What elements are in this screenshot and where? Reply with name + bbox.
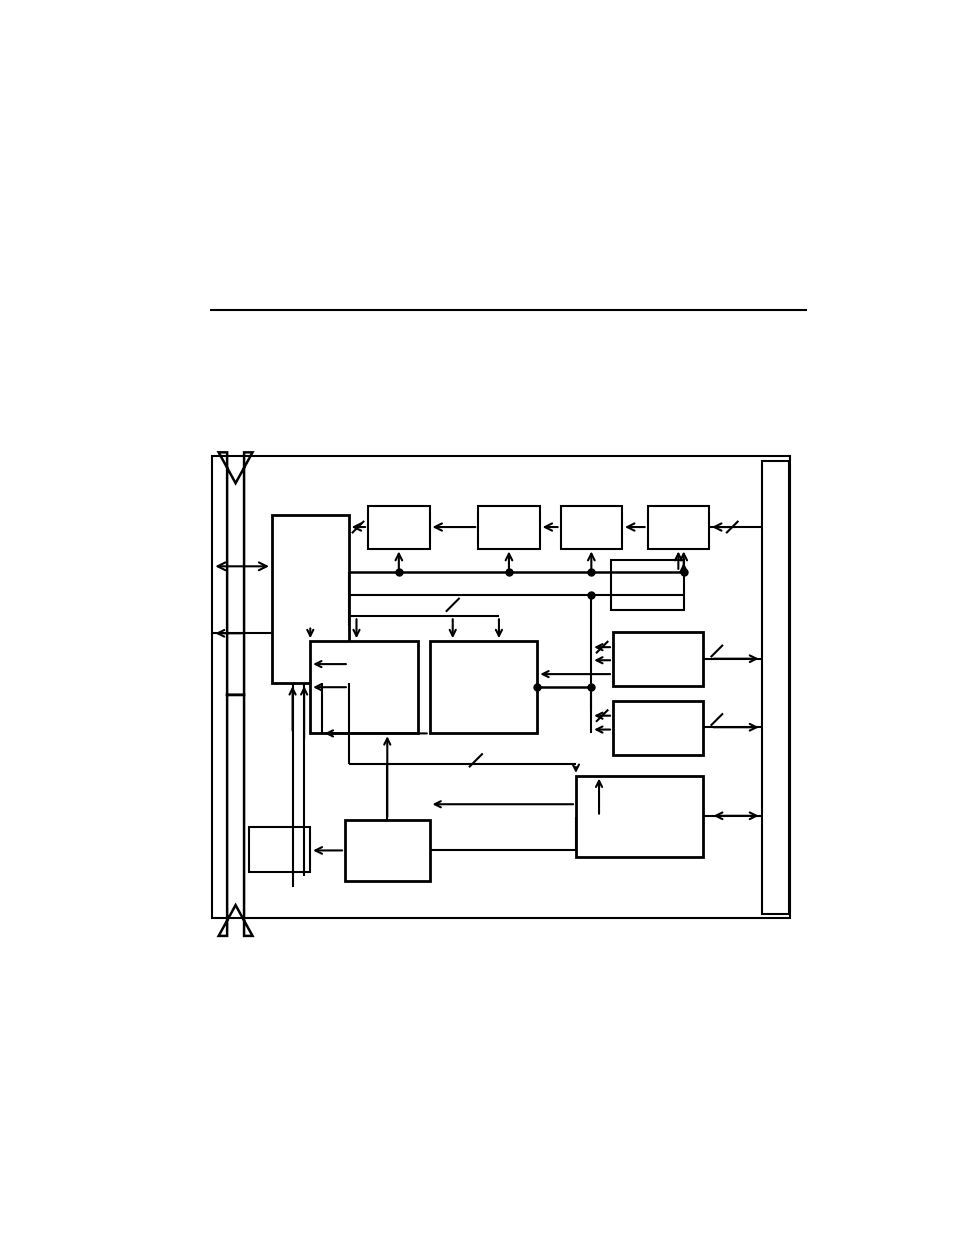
Bar bbox=[213, 456, 789, 918]
Bar bbox=[345, 820, 429, 882]
Bar bbox=[272, 515, 349, 683]
Bar bbox=[429, 641, 537, 734]
Bar bbox=[610, 561, 683, 610]
Bar bbox=[249, 827, 310, 872]
Bar bbox=[477, 506, 539, 548]
Bar bbox=[612, 632, 702, 685]
Bar bbox=[310, 641, 417, 734]
Bar bbox=[576, 776, 702, 857]
Bar bbox=[560, 506, 621, 548]
Bar bbox=[612, 701, 702, 755]
Bar bbox=[760, 461, 788, 914]
Bar bbox=[368, 506, 429, 548]
Bar bbox=[647, 506, 708, 548]
